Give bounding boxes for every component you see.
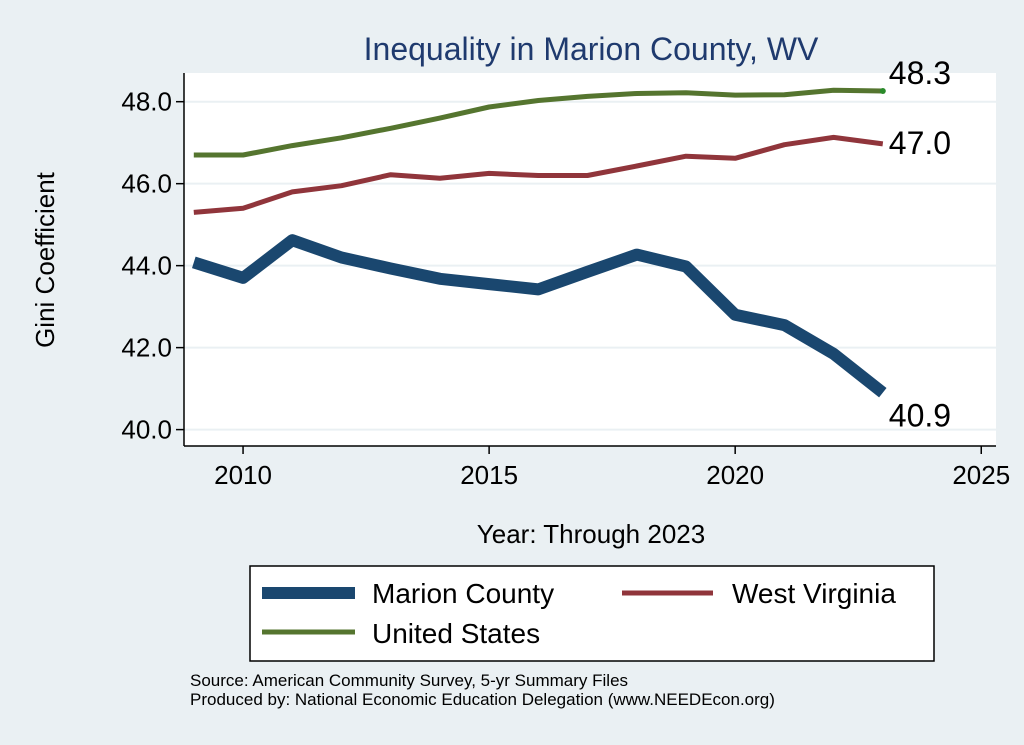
legend: Marion County West Virginia United State… [249,565,935,662]
axes [176,73,996,454]
end-label-marion-county: 40.9 [889,398,951,434]
y-tick-label: 44.0 [121,251,172,281]
source-line: Source: American Community Survey, 5-yr … [190,671,629,690]
x-axis-label: Year: Through 2023 [477,519,705,549]
y-tick-label: 42.0 [121,333,172,363]
end-point-marker-united-states [879,88,886,95]
end-labels: 40.9 47.0 48.3 [889,55,951,434]
end-label-west-virginia: 47.0 [889,125,951,161]
legend-box [249,565,935,662]
legend-label-west-virginia: West Virginia [732,578,896,609]
chart-title: Inequality in Marion County, WV [364,31,819,67]
producer-line: Produced by: National Economic Education… [190,690,775,709]
x-tick-label: 2020 [706,460,764,490]
legend-label-united-states: United States [372,618,540,649]
y-axis-label: Gini Coefficient [30,171,60,348]
series-line-marion-county [192,234,887,398]
y-tick-label: 46.0 [121,169,172,199]
chart-svg: 40.0 42.0 44.0 46.0 48.0 2010 2015 2020 2025 40.… [30,31,1011,662]
x-tick-label: 2010 [214,460,272,490]
tick-labels: 40.0 42.0 44.0 46.0 48.0 2010 2015 2020 2025 [121,87,1010,490]
series-line-west-virginia [193,134,884,215]
source-note: Source: American Community Survey, 5-yr … [190,671,775,709]
plot-area [184,73,996,446]
legend-label-marion-county: Marion County [372,578,554,609]
y-tick-label: 48.0 [121,87,172,117]
end-label-united-states: 48.3 [889,55,951,91]
x-tick-label: 2025 [952,460,1010,490]
x-tick-label: 2015 [460,460,518,490]
series-line-united-states [193,87,883,158]
y-tick-label: 40.0 [121,415,172,445]
series-lines [192,87,887,398]
